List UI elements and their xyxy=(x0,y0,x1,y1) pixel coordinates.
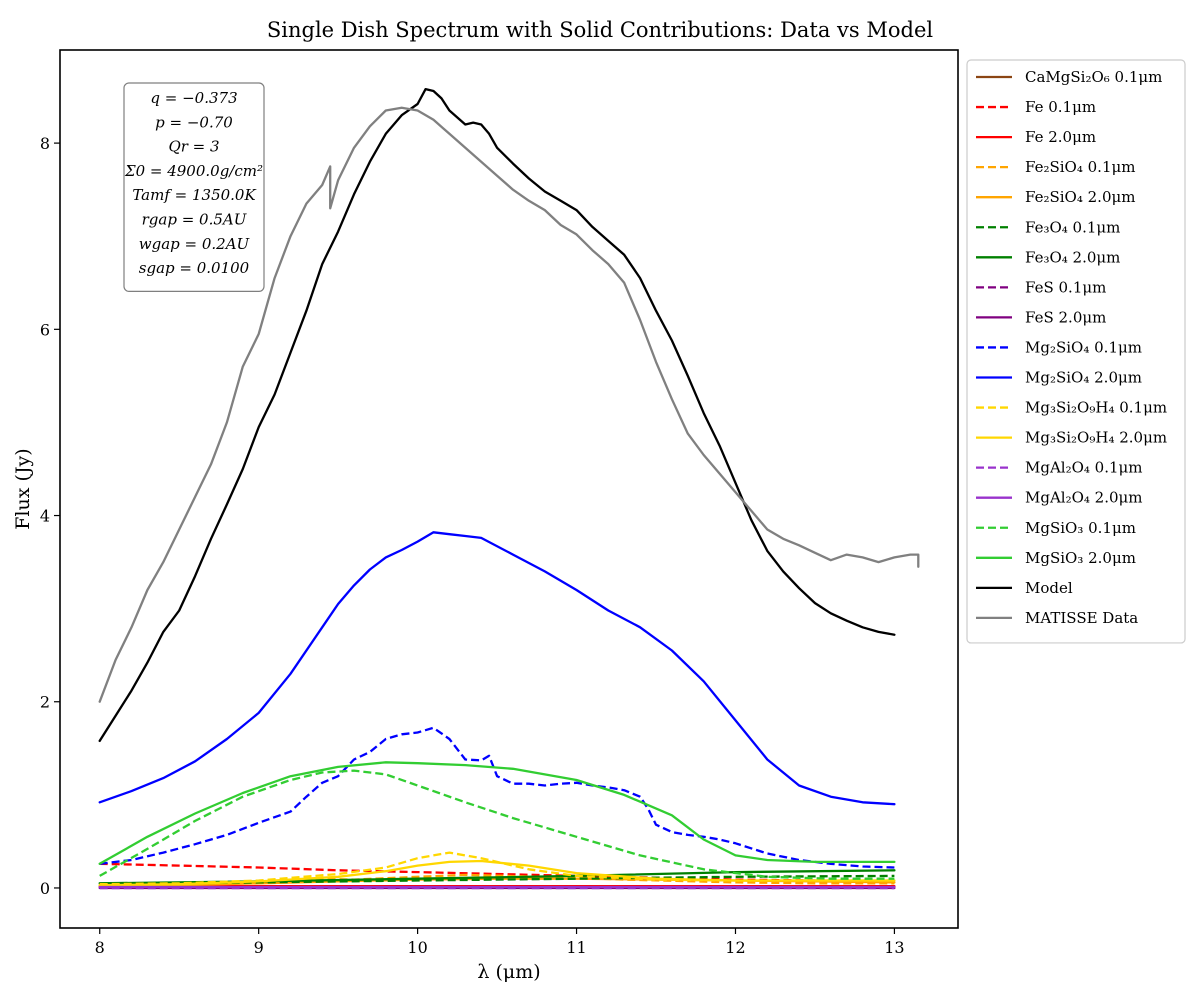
series-line-mg-sio-2-0-m-10 xyxy=(98,531,896,806)
ticks-layer: 8 9 10 11 12 13 0 2 4 6 8 xyxy=(40,134,905,957)
x-axis-label: λ (μm) xyxy=(477,961,540,983)
x-tick-label: 13 xyxy=(884,938,904,957)
legend-label: FeS 2.0μm xyxy=(1025,308,1106,326)
legend-item: Fe₃O₄ 0.1μm xyxy=(976,218,1120,236)
legend-item: MgSiO₃ 0.1μm xyxy=(976,519,1136,537)
legend-item: Mg₃Si₂O₉H₄ 2.0μm xyxy=(976,429,1167,447)
annotation-line: Qr = 3 xyxy=(168,138,219,156)
legend-label: Fe 0.1μm xyxy=(1025,98,1096,116)
y-axis-label: Flux (Jy) xyxy=(12,448,34,529)
series-line-mg-sio-0-1-m-9 xyxy=(99,726,895,869)
annotation-line: Tamf = 1350.0K xyxy=(132,186,256,204)
legend-frame xyxy=(966,59,1186,644)
legend-item: Model xyxy=(976,579,1073,597)
legend: CaMgSi₂O₆ 0.1μm Fe 0.1μm Fe 2.0μm Fe₂SiO₄ 0… xyxy=(966,59,1186,644)
legend-label: Fe₃O₄ 0.1μm xyxy=(1025,218,1120,236)
parameter-annotation-box: q = −0.373 p = −0.70 Qr = 3 Σ0 = 4900.0g/cm… xyxy=(123,82,265,292)
legend-item: Fe 0.1μm xyxy=(976,98,1096,116)
annotation-line: wgap = 0.2AU xyxy=(139,235,251,253)
legend-label: CaMgSi₂O₆ 0.1μm xyxy=(1025,68,1162,86)
annotation-line: Σ0 = 4900.0g/cm² xyxy=(124,162,263,180)
y-tick-label: 6 xyxy=(40,320,50,339)
plot-frame xyxy=(59,49,959,929)
legend-item: MATISSE Data xyxy=(976,609,1138,627)
legend-item: MgAl₂O₄ 2.0μm xyxy=(976,489,1143,507)
legend-item: Fe 2.0μm xyxy=(976,128,1096,146)
legend-label: MgSiO₃ 2.0μm xyxy=(1025,549,1136,567)
legend-label: MgAl₂O₄ 0.1μm xyxy=(1025,459,1143,477)
annotation-frame xyxy=(123,82,265,292)
series-line-model-17 xyxy=(98,87,896,743)
legend-item: Mg₃Si₂O₉H₄ 0.1μm xyxy=(976,399,1167,417)
legend-label: Mg₂SiO₄ 2.0μm xyxy=(1025,369,1142,387)
x-tick-label: 8 xyxy=(95,938,105,957)
legend-label: MATISSE Data xyxy=(1025,609,1138,627)
y-tick-label: 2 xyxy=(40,693,50,712)
y-tick-label: 0 xyxy=(40,879,50,898)
y-tick-label: 8 xyxy=(40,134,50,153)
legend-label: MgAl₂O₄ 2.0μm xyxy=(1025,489,1143,507)
legend-label: Mg₃Si₂O₉H₄ 0.1μm xyxy=(1025,399,1167,417)
series-line-matisse-data-18 xyxy=(98,106,920,703)
legend-item: MgSiO₃ 2.0μm xyxy=(976,549,1136,567)
legend-label: Fe₂SiO₄ 2.0μm xyxy=(1025,188,1135,206)
series-layer xyxy=(98,87,920,890)
legend-item: FeS 0.1μm xyxy=(976,278,1106,296)
chart-title: Single Dish Spectrum with Solid Contribu… xyxy=(267,18,934,42)
legend-label: Mg₂SiO₄ 0.1μm xyxy=(1025,338,1142,356)
legend-item: FeS 2.0μm xyxy=(976,308,1106,326)
x-tick-label: 12 xyxy=(725,938,745,957)
series-line-mg-si-o-h-2-0-m-12 xyxy=(98,859,896,887)
legend-label: FeS 0.1μm xyxy=(1025,278,1106,296)
legend-label: MgSiO₃ 0.1μm xyxy=(1025,519,1136,537)
annotation-line: sgap = 0.0100 xyxy=(139,259,250,277)
legend-item: Fe₃O₄ 2.0μm xyxy=(976,248,1120,266)
series-line-mgsio-0-1-m-15 xyxy=(99,769,895,880)
legend-label: Fe₂SiO₄ 0.1μm xyxy=(1025,158,1135,176)
series-line-mgsio-2-0-m-16 xyxy=(98,761,896,865)
annotation-line: q = −0.373 xyxy=(150,89,237,107)
x-tick-label: 11 xyxy=(566,938,586,957)
legend-item: MgAl₂O₄ 0.1μm xyxy=(976,459,1143,477)
y-tick-label: 4 xyxy=(40,507,50,526)
legend-item: CaMgSi₂O₆ 0.1μm xyxy=(976,68,1162,86)
legend-item: Fe₂SiO₄ 0.1μm xyxy=(976,158,1135,176)
legend-label: Fe₃O₄ 2.0μm xyxy=(1025,248,1120,266)
legend-label: Model xyxy=(1025,579,1073,597)
legend-item: Mg₂SiO₄ 2.0μm xyxy=(976,369,1142,387)
x-tick-label: 9 xyxy=(254,938,264,957)
annotation-line: p = −0.70 xyxy=(155,113,233,131)
legend-label: Fe 2.0μm xyxy=(1025,128,1096,146)
legend-label: Mg₃Si₂O₉H₄ 2.0μm xyxy=(1025,429,1167,447)
legend-item: Fe₂SiO₄ 2.0μm xyxy=(976,188,1135,206)
legend-item: Mg₂SiO₄ 0.1μm xyxy=(976,338,1142,356)
x-tick-label: 10 xyxy=(407,938,427,957)
annotation-line: rgap = 0.5AU xyxy=(142,211,248,229)
